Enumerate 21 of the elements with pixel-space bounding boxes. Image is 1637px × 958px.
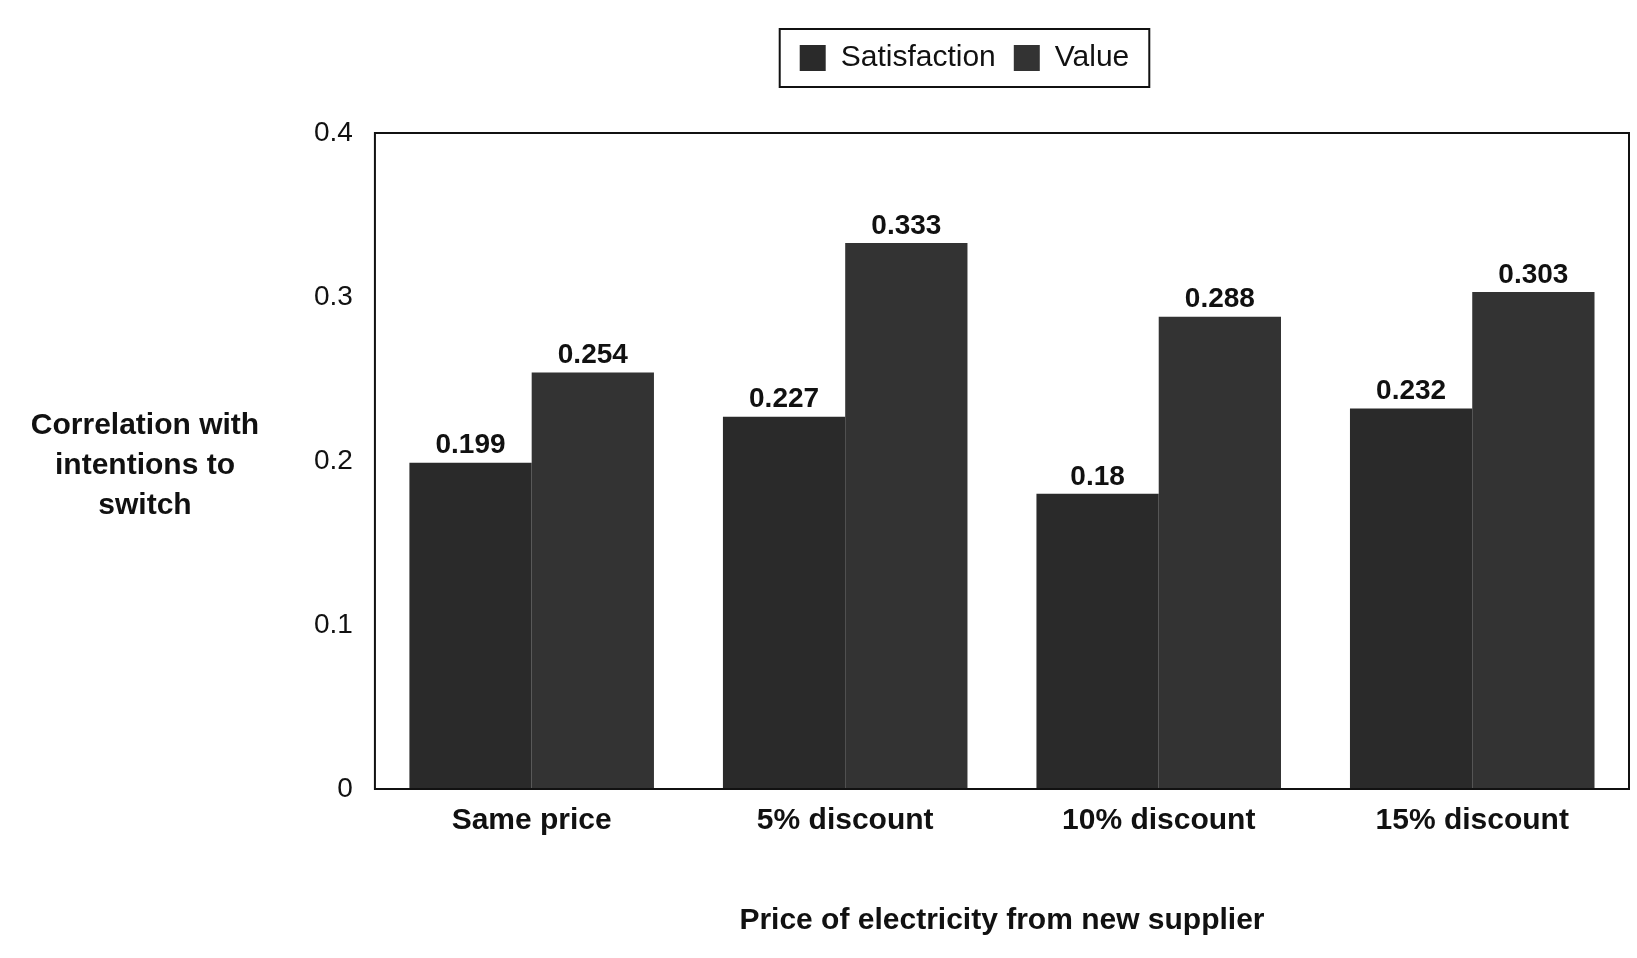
y-tick-label: 0.2 — [313, 443, 353, 475]
x-tick-label: Same price — [451, 802, 612, 836]
y-tick-label: 0.3 — [313, 279, 353, 311]
x-tick-label: 10% discount — [1062, 802, 1256, 836]
legend-label: Value — [1054, 39, 1130, 73]
x-axis-title: Price of electricity from new supplier — [739, 902, 1265, 936]
x-tick-label: 5% discount — [756, 802, 934, 836]
data-label: 0.254 — [557, 338, 629, 370]
y-axis-title: Correlation with intentions to switch — [30, 407, 260, 521]
data-label: 0.333 — [871, 208, 942, 240]
data-label: 0.303 — [1498, 257, 1569, 289]
data-label: 0.232 — [1376, 374, 1447, 406]
data-label: 0.18 — [1070, 459, 1125, 491]
data-label: 0.199 — [435, 428, 506, 460]
legend-label: Satisfaction — [840, 39, 996, 73]
x-tick-label: 15% discount — [1375, 802, 1569, 836]
y-tick-label: 0.1 — [313, 607, 353, 639]
y-tick-label: 0 — [337, 771, 353, 803]
data-label: 0.288 — [1184, 282, 1255, 314]
y-tick-label: 0.4 — [313, 115, 353, 147]
data-label: 0.227 — [749, 382, 820, 414]
